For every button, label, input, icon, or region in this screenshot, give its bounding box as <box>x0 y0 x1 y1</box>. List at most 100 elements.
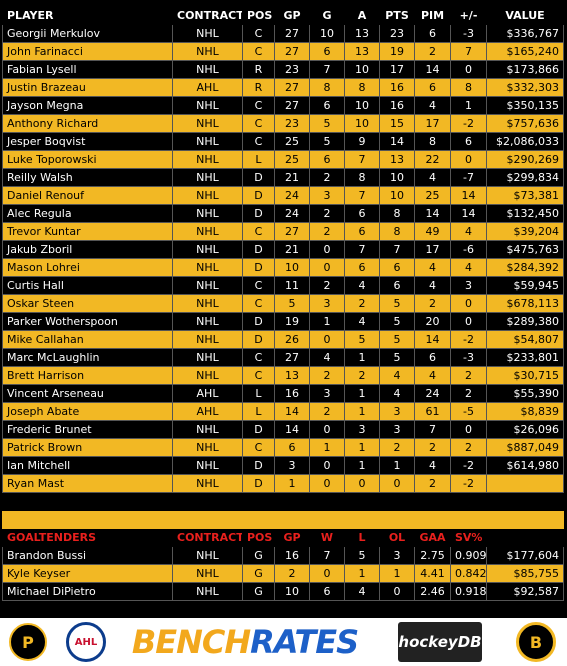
skater-row: Reilly Walsh NHL D 21 2 8 10 4 -7 $299,834 <box>2 168 564 187</box>
plus-minus-cell: -3 <box>450 24 487 43</box>
position-cell: D <box>242 420 275 439</box>
value-cell: $757,636 <box>486 114 564 133</box>
goals-cell: 2 <box>309 402 345 421</box>
goals-against-average-cell: 2.46 <box>414 582 451 601</box>
contract-cell: NHL <box>172 348 243 367</box>
value-cell: $92,587 <box>486 582 564 601</box>
contract-cell: NHL <box>172 582 243 601</box>
plus-minus-header: +/- <box>450 6 487 25</box>
games-played-cell: 3 <box>274 456 310 475</box>
contract-cell: NHL <box>172 564 243 583</box>
position-cell: C <box>242 366 275 385</box>
games-played-cell: 19 <box>274 312 310 331</box>
plus-minus-cell: 0 <box>450 312 487 331</box>
position-cell: G <box>242 564 275 583</box>
points-cell: 8 <box>379 204 415 223</box>
value-cell: $289,380 <box>486 312 564 331</box>
games-played-cell: 25 <box>274 150 310 169</box>
goals-cell: 6 <box>309 42 345 61</box>
penalty-minutes-cell: 17 <box>414 114 451 133</box>
stats-table: PLAYER CONTRACT POS GP G A PTS PIM +/- VALUE Geor… <box>2 6 564 601</box>
games-played-header: GP <box>274 6 310 25</box>
goals-cell: 2 <box>309 168 345 187</box>
value-header: VALUE <box>486 6 564 25</box>
position-cell: D <box>242 186 275 205</box>
skater-row: Parker Wotherspoon NHL D 19 1 4 5 20 0 $289,380 <box>2 312 564 331</box>
games-played-cell: 27 <box>274 42 310 61</box>
skater-row: Anthony Richard NHL C 23 5 10 15 17 -2 $757,636 <box>2 114 564 133</box>
skater-row: Joseph Abate AHL L 14 2 1 3 61 -5 $8,839 <box>2 402 564 421</box>
skater-header-row: PLAYER CONTRACT POS GP G A PTS PIM +/- VALUE <box>2 6 564 25</box>
assists-cell: 2 <box>344 294 380 313</box>
games-played-cell: 24 <box>274 186 310 205</box>
value-cell: $8,839 <box>486 402 564 421</box>
assists-cell: 8 <box>344 168 380 187</box>
player-name-cell: Jayson Megna <box>2 96 173 115</box>
losses-cell: 5 <box>344 546 380 565</box>
position-cell: L <box>242 384 275 403</box>
providence-logo: P <box>8 622 48 662</box>
penalty-minutes-cell: 14 <box>414 204 451 223</box>
position-cell: D <box>242 168 275 187</box>
save-percentage-cell: 0.842 <box>450 564 487 583</box>
points-cell: 17 <box>379 60 415 79</box>
plus-minus-cell: -2 <box>450 114 487 133</box>
games-played-cell: 6 <box>274 438 310 457</box>
position-cell: L <box>242 150 275 169</box>
skater-row: Marc McLaughlin NHL C 27 4 1 5 6 -3 $233,801 <box>2 348 564 367</box>
position-cell: C <box>242 294 275 313</box>
goals-cell: 7 <box>309 60 345 79</box>
position-cell: C <box>242 348 275 367</box>
assists-header: A <box>344 6 380 25</box>
points-cell: 13 <box>379 150 415 169</box>
games-played-cell: 13 <box>274 366 310 385</box>
value-cell: $177,604 <box>486 546 564 565</box>
value-cell: $614,980 <box>486 456 564 475</box>
games-played-cell: 27 <box>274 222 310 241</box>
penalty-minutes-cell: 4 <box>414 258 451 277</box>
player-name-cell: Brett Harrison <box>2 366 173 385</box>
assists-cell: 6 <box>344 204 380 223</box>
goals-cell: 2 <box>309 276 345 295</box>
assists-cell: 10 <box>344 60 380 79</box>
value-cell: $55,390 <box>486 384 564 403</box>
contract-header: CONTRACT <box>172 528 243 547</box>
points-cell: 2 <box>379 438 415 457</box>
points-cell: 7 <box>379 240 415 259</box>
position-cell: C <box>242 222 275 241</box>
assists-cell: 9 <box>344 132 380 151</box>
assists-cell: 10 <box>344 114 380 133</box>
skater-row: Ian Mitchell NHL D 3 0 1 1 4 -2 $614,980 <box>2 456 564 475</box>
contract-cell: AHL <box>172 402 243 421</box>
assists-cell: 10 <box>344 96 380 115</box>
player-name-cell: Joseph Abate <box>2 402 173 421</box>
goals-cell: 0 <box>309 258 345 277</box>
position-cell: R <box>242 78 275 97</box>
points-cell: 0 <box>379 474 415 493</box>
plus-minus-cell: 0 <box>450 60 487 79</box>
goals-cell: 2 <box>309 222 345 241</box>
plus-minus-cell: -2 <box>450 456 487 475</box>
plus-minus-cell: 8 <box>450 78 487 97</box>
losses-cell: 1 <box>344 564 380 583</box>
plus-minus-cell: 0 <box>450 150 487 169</box>
plus-minus-cell: 6 <box>450 132 487 151</box>
value-cell: $475,763 <box>486 240 564 259</box>
penalty-minutes-cell: 7 <box>414 420 451 439</box>
goalie-name-header: GOALTENDERS <box>2 528 173 547</box>
player-name-cell: Luke Toporowski <box>2 150 173 169</box>
player-name-cell: John Farinacci <box>2 42 173 61</box>
position-cell: G <box>242 546 275 565</box>
position-cell: C <box>242 42 275 61</box>
table-spacer <box>2 492 564 529</box>
assists-cell: 1 <box>344 438 380 457</box>
assists-cell: 0 <box>344 474 380 493</box>
value-cell: $54,807 <box>486 330 564 349</box>
penalty-minutes-cell: 14 <box>414 330 451 349</box>
value-cell: $350,135 <box>486 96 564 115</box>
contract-cell: AHL <box>172 384 243 403</box>
plus-minus-cell: -5 <box>450 402 487 421</box>
games-played-cell: 10 <box>274 258 310 277</box>
player-name-cell: Parker Wotherspoon <box>2 312 173 331</box>
wins-cell: 6 <box>309 582 345 601</box>
